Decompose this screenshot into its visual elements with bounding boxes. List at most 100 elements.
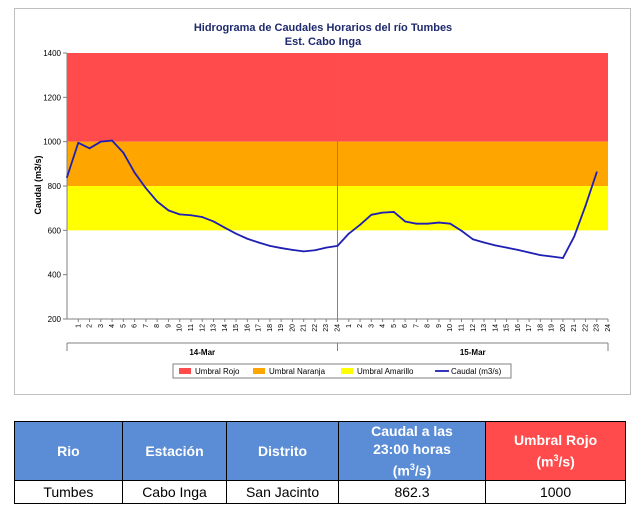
y-tick-label: 1000 (43, 138, 61, 147)
x-tick-label: 18 (267, 324, 274, 332)
x-tick-label: 11 (188, 324, 195, 331)
x-tick-label: 13 (481, 324, 488, 332)
x-tick-label: 6 (402, 324, 409, 328)
data-point (381, 211, 384, 214)
x-tick-label: 3 (98, 324, 105, 328)
x-tick-label: 22 (582, 324, 589, 332)
data-point (325, 246, 328, 249)
data-point (336, 244, 339, 247)
data-point (99, 140, 102, 143)
cell-distrito: San Jacinto (226, 479, 339, 504)
y-tick-label: 800 (48, 182, 62, 191)
x-tick-label: 18 (537, 324, 544, 332)
data-point (426, 222, 429, 225)
x-tick-label: 15 (233, 324, 240, 332)
x-tick-label: 7 (143, 324, 150, 328)
y-tick-label: 200 (48, 315, 62, 324)
series-layer (66, 139, 598, 259)
cell-umbral: 1000 (485, 479, 626, 504)
table-header-row: Rio Estación Distrito Caudal a las 23:00… (14, 421, 626, 481)
x-tick-label: 2 (87, 324, 94, 328)
data-point (528, 251, 531, 254)
day-label: 15-Mar (460, 348, 486, 357)
x-tick-label: 14 (222, 324, 229, 332)
data-point (88, 147, 91, 150)
y-axis-label: Caudal (m3/s) (33, 155, 43, 214)
data-point (122, 151, 125, 154)
x-tick-label: 12 (470, 324, 477, 332)
data-point (280, 247, 283, 249)
legend-label: Umbral Naranja (269, 367, 326, 376)
x-tick-label: 22 (312, 324, 319, 332)
data-point (167, 209, 170, 212)
chart-subtitle: Est. Cabo Inga (285, 36, 362, 48)
x-tick-label: 9 (436, 324, 443, 328)
data-point (223, 226, 226, 229)
data-point (201, 216, 204, 218)
day-label: 14-Mar (189, 348, 215, 357)
header-distrito: Distrito (226, 421, 339, 481)
x-tick-label: 20 (560, 324, 567, 332)
x-tick-label: 20 (289, 324, 296, 332)
x-tick-label: 4 (109, 324, 116, 328)
x-tick-label: 14 (492, 324, 499, 332)
x-tick-label: 2 (357, 324, 364, 328)
data-point (595, 171, 598, 174)
summary-table: Rio Estación Distrito Caudal a las 23:00… (14, 421, 626, 504)
chart-legend: Umbral Rojo Umbral Naranja Umbral Amarillo… (172, 363, 512, 379)
header-caudal-unit: (m3/s) (392, 462, 432, 479)
data-point (370, 213, 373, 216)
x-tick-label: 24 (605, 324, 612, 332)
series-line-caudal (66, 139, 598, 259)
x-tick-label: 12 (199, 324, 206, 332)
data-point (246, 237, 249, 240)
x-tick-label: 7 (413, 324, 420, 328)
data-point (404, 220, 407, 223)
data-point (573, 235, 576, 238)
data-point (212, 220, 215, 223)
x-tick-label: 13 (211, 324, 218, 332)
table-row: Tumbes Cabo Inga San Jacinto 862.3 1000 (14, 479, 626, 504)
chart-frame: Hidrograma de Caudales Horarios del río … (14, 8, 631, 395)
x-tick-label: 24 (335, 324, 342, 332)
data-point (539, 254, 542, 257)
data-point (483, 241, 485, 244)
data-point (302, 250, 305, 253)
data-point (347, 232, 350, 235)
legend-label: Caudal (m3/s) (451, 367, 502, 376)
data-point (144, 187, 147, 190)
x-tick-label: 10 (177, 324, 184, 332)
data-point (77, 141, 80, 144)
data-point (291, 248, 294, 251)
data-point (133, 171, 136, 174)
data-point (562, 257, 564, 259)
data-point (156, 200, 159, 203)
x-tick-label: 1 (75, 324, 82, 328)
data-point (460, 229, 463, 232)
x-tick-label: 23 (594, 324, 601, 332)
header-caudal-line1: Caudal a las (371, 423, 453, 439)
data-point (190, 214, 192, 217)
data-point (178, 213, 181, 216)
x-tick-label: 5 (391, 324, 398, 328)
y-tick-label: 1200 (43, 93, 61, 102)
header-caudal: Caudal a las 23:00 horas (m3/s) (337, 421, 487, 481)
x-tick-label: 19 (549, 324, 556, 332)
data-point (449, 222, 452, 225)
data-point (235, 232, 237, 235)
hydrograph-chart: Hidrograma de Caudales Horarios del río … (33, 22, 612, 379)
data-point (392, 211, 395, 213)
x-tick-label: 17 (526, 324, 533, 332)
x-tick-label: 5 (120, 324, 127, 328)
data-point (438, 221, 440, 224)
legend-swatch (179, 368, 191, 374)
legend-swatch (253, 368, 265, 374)
x-tick-label: 23 (323, 324, 330, 332)
x-tick-label: 17 (256, 324, 263, 332)
x-tick-label: 3 (368, 324, 375, 328)
x-tick-label: 16 (515, 324, 522, 332)
x-tick-label: 4 (380, 324, 387, 328)
data-point (415, 222, 418, 225)
data-point (359, 223, 361, 226)
